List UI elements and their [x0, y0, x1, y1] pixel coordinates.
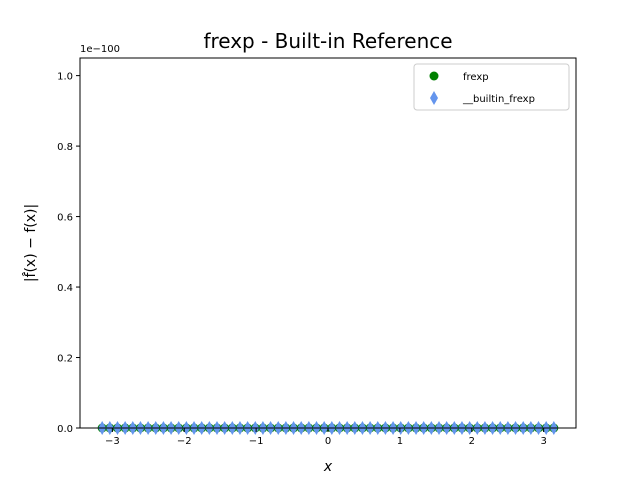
y-tick-label: 0.8 — [57, 142, 73, 153]
x-tick-label: −3 — [105, 436, 120, 447]
x-tick-label: 2 — [469, 436, 475, 447]
y-tick-label: 0.6 — [57, 213, 73, 224]
x-tick-label: −1 — [249, 436, 264, 447]
y-tick-label: 0.2 — [57, 354, 73, 365]
x-tick-label: 0 — [325, 436, 331, 447]
x-axis: −3 −2 −1 0 1 2 3 — [105, 428, 547, 447]
x-tick-label: 3 — [540, 436, 546, 447]
x-tick-label: −2 — [177, 436, 192, 447]
y-tick-label: 0.4 — [57, 283, 73, 294]
legend-marker-builtin-frexp — [430, 91, 438, 105]
legend-box — [413, 63, 570, 111]
y-offset-text: 1e−100 — [80, 44, 120, 55]
x-axis-label: x — [323, 459, 333, 475]
legend-label-builtin-frexp: __builtin_frexp — [462, 94, 535, 105]
x-tick-label: 1 — [397, 436, 403, 447]
legend: frexp __builtin_frexp — [413, 63, 570, 111]
legend-label-frexp: frexp — [463, 72, 489, 83]
y-axis: 0.0 0.2 0.4 0.6 0.8 1.0 — [57, 72, 80, 435]
y-tick-label: 1.0 — [57, 72, 73, 83]
chart-title: frexp - Built-in Reference — [203, 29, 452, 53]
legend-marker-frexp — [429, 71, 439, 81]
y-tick-label: 0.0 — [57, 424, 73, 435]
y-axis-label: |f̂(x) − f(x)| — [22, 204, 39, 282]
